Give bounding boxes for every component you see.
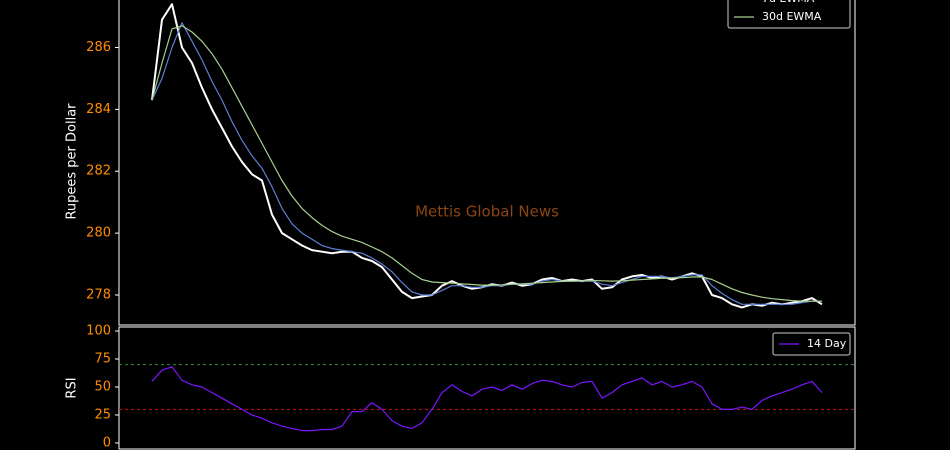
legend-label: 14 Day [807,337,847,350]
series-line [151,3,823,309]
y-axis-label: RSI [65,377,80,398]
y-axis-label: Rupees per Dollar [65,103,80,220]
y-tick-label: 282 [86,164,111,179]
y-tick-label: 280 [86,226,111,241]
y-tick-label: 75 [94,352,111,367]
series-line [151,366,823,432]
axes-frame [118,326,856,450]
legend-box [772,332,851,356]
y-tick-label: 25 [94,407,111,422]
series-line [151,22,822,305]
axes-frame [118,0,856,326]
y-tick-label: 0 [103,435,111,450]
y-tick-label: 284 [86,102,111,117]
y-tick-label: 100 [86,324,111,339]
series-line [151,25,822,302]
y-tick-label: 50 [94,379,111,394]
y-tick-label: 278 [86,287,111,302]
legend-box [727,0,851,29]
watermark: Mettis Global News [415,203,559,221]
legend-label: 30d EWMA [762,10,822,23]
legend-label: 7d EWMA [762,0,815,5]
y-tick-label: 286 [86,40,111,55]
